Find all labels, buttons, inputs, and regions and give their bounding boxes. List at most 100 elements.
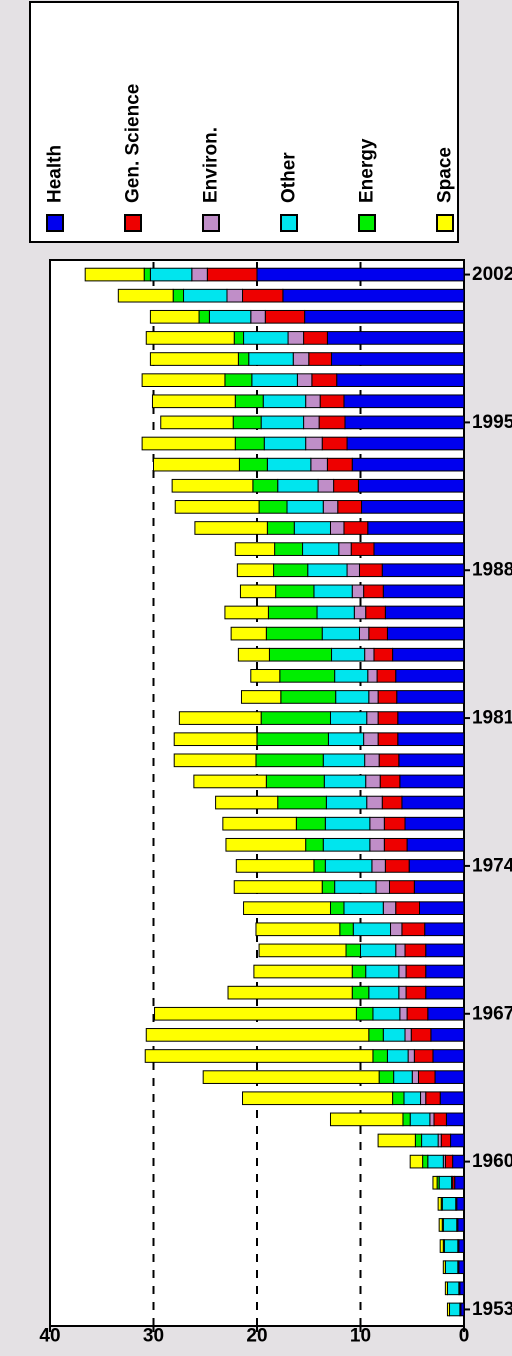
bar-segment-space-1971 <box>255 922 341 937</box>
x-tick-label-1960: 1960 <box>472 1151 512 1172</box>
bar-segment-energy-2001 <box>172 288 185 303</box>
bar-segment-space-1970 <box>258 943 347 958</box>
bar-segment-space-1956 <box>439 1239 444 1253</box>
bar-segment-health-1995 <box>344 415 465 430</box>
bar-1968 <box>227 985 465 1000</box>
bar-1991 <box>174 500 465 514</box>
bar-segment-energy-1993 <box>238 457 268 472</box>
bar-segment-other-1958 <box>441 1197 457 1211</box>
bar-1956 <box>439 1239 465 1253</box>
bar-segment-space-1985 <box>230 626 267 641</box>
bar-segment-health-1974 <box>408 859 465 873</box>
bar-segment-other-1981 <box>329 711 368 725</box>
bar-segment-gen-science-1991 <box>337 500 363 514</box>
bar-segment-gen-science-1989 <box>350 542 375 556</box>
bar-segment-other-1996 <box>262 394 307 409</box>
bar-segment-energy-1996 <box>234 394 264 409</box>
bar-segment-space-1983 <box>250 669 281 683</box>
bar-segment-environ-1997 <box>296 373 313 387</box>
bar-segment-energy-1992 <box>252 478 279 493</box>
bar-1975 <box>225 837 465 852</box>
bar-segment-environ-1993 <box>310 457 328 472</box>
bar-segment-energy-1961 <box>414 1133 423 1148</box>
bar-segment-gen-science-1983 <box>376 669 397 683</box>
bar-segment-environ-1963 <box>420 1091 427 1106</box>
bar-1992 <box>171 478 465 493</box>
bar-1964 <box>202 1070 465 1084</box>
bar-segment-other-1995 <box>260 415 305 430</box>
bar-segment-space-1988 <box>236 563 275 578</box>
bar-segment-health-1955 <box>458 1260 465 1275</box>
legend-item-health: Health <box>45 145 66 232</box>
bar-segment-other-1953 <box>449 1302 461 1317</box>
bar-segment-space-1994 <box>141 436 236 451</box>
bar-1983 <box>250 669 465 683</box>
bar-segment-health-1971 <box>424 922 465 937</box>
legend-label-environ: Environ. <box>201 127 222 203</box>
bar-1995 <box>160 415 465 430</box>
bar-segment-gen-science-1961 <box>440 1133 452 1148</box>
bar-segment-energy-1989 <box>274 542 304 556</box>
y-tick-label-20: 20 <box>246 1326 267 1347</box>
bar-segment-environ-2002 <box>191 267 208 282</box>
legend-swatch-space <box>436 214 454 232</box>
bar-segment-health-1982 <box>396 690 465 704</box>
bar-segment-gen-science-1960 <box>444 1154 454 1169</box>
bar-segment-health-2000 <box>304 309 465 324</box>
bar-segment-gen-science-1973 <box>388 880 415 894</box>
bar-segment-space-1973 <box>233 880 323 894</box>
bar-segment-space-1978 <box>193 774 267 789</box>
bar-segment-space-1993 <box>153 457 240 472</box>
bar-segment-other-1994 <box>263 436 307 451</box>
bar-segment-energy-1984 <box>268 647 333 662</box>
bar-segment-other-1997 <box>251 373 298 387</box>
bar-segment-health-1997 <box>336 373 465 387</box>
bar-1974 <box>235 859 465 873</box>
bar-segment-gen-science-1964 <box>417 1070 436 1084</box>
bar-segment-space-1961 <box>377 1133 416 1148</box>
bar-1953 <box>446 1302 465 1317</box>
bar-segment-other-1983 <box>334 669 369 683</box>
bar-1999 <box>145 331 465 345</box>
bar-segment-other-1956 <box>443 1239 459 1253</box>
bar-segment-other-1992 <box>277 478 319 493</box>
bar-segment-other-1975 <box>322 837 371 852</box>
bar-segment-health-1988 <box>381 563 465 578</box>
bar-segment-energy-1960 <box>422 1154 429 1169</box>
bar-segment-health-1965 <box>432 1049 465 1063</box>
legend-label-gen-science: Gen. Science <box>123 84 144 203</box>
bar-segment-space-1981 <box>178 711 262 725</box>
bar-1966 <box>145 1028 465 1042</box>
bar-1961 <box>377 1133 465 1148</box>
bar-segment-other-1964 <box>393 1070 413 1084</box>
bar-segment-environ-1976 <box>369 816 385 831</box>
bar-segment-other-1989 <box>302 542 340 556</box>
bar-segment-health-1991 <box>361 500 465 514</box>
legend-swatch-health <box>46 214 64 232</box>
bar-segment-energy-1978 <box>265 774 325 789</box>
x-tick-label-1953: 1953 <box>472 1299 512 1320</box>
bar-segment-gen-science-1970 <box>404 943 427 958</box>
bar-segment-other-1984 <box>331 647 366 662</box>
bar-segment-health-1977 <box>401 795 465 810</box>
bar-1958 <box>437 1197 465 1211</box>
bar-segment-energy-1997 <box>224 373 253 387</box>
bar-segment-other-1959 <box>438 1175 453 1190</box>
x-tick-label-1981: 1981 <box>472 708 512 729</box>
bar-segment-energy-1979 <box>255 753 324 768</box>
bar-segment-other-1965 <box>386 1049 409 1063</box>
bar-segment-other-1974 <box>324 859 373 873</box>
bar-segment-gen-science-1967 <box>406 1006 429 1021</box>
legend-label-health: Health <box>45 145 66 203</box>
bar-segment-other-1966 <box>382 1028 406 1042</box>
bar-segment-space-1954 <box>444 1281 448 1296</box>
bar-segment-gen-science-1999 <box>303 331 328 345</box>
bar-segment-other-1963 <box>403 1091 422 1106</box>
bar-segment-health-1963 <box>439 1091 465 1106</box>
bar-segment-other-1999 <box>243 331 289 345</box>
bar-segment-gen-science-1995 <box>318 415 346 430</box>
bar-1986 <box>224 605 465 620</box>
bar-segment-space-1972 <box>243 901 331 915</box>
bar-segment-energy-1971 <box>339 922 354 937</box>
